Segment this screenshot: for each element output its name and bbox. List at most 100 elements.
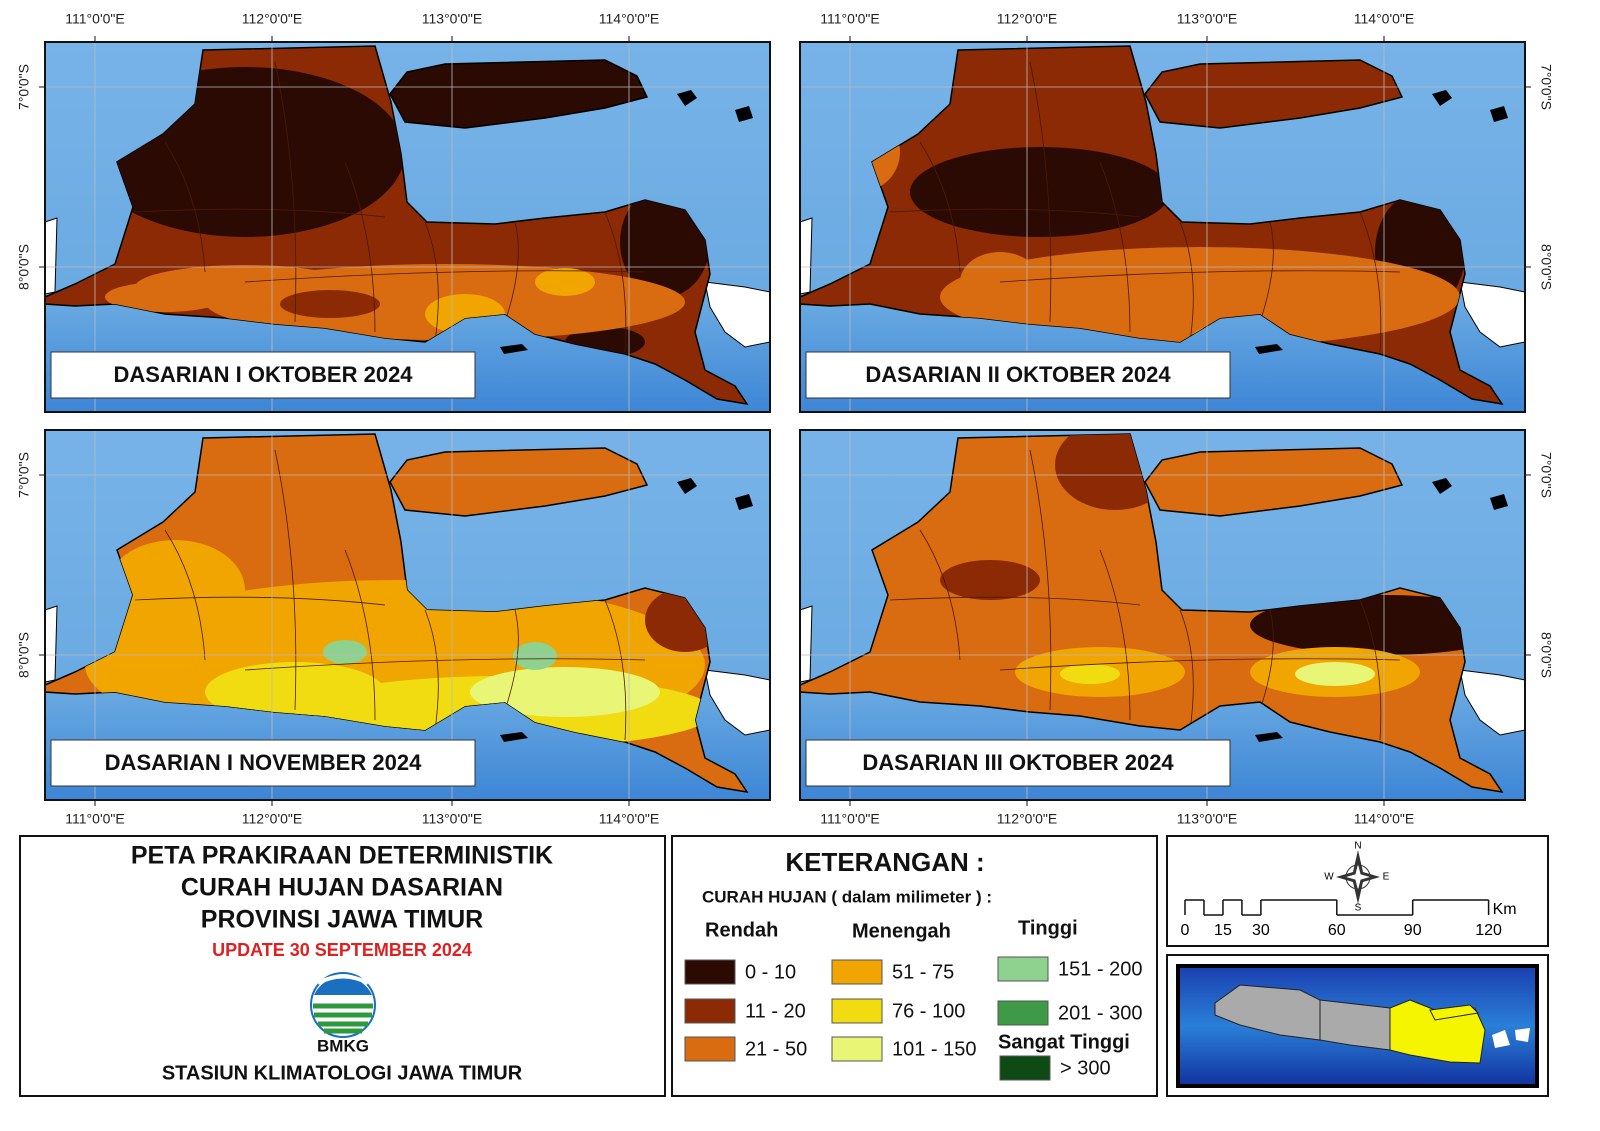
map-panel: DASARIAN III OKTOBER 2024 111°0'0"E 112°0'… (799, 429, 1554, 827)
district-border (1359, 211, 1382, 353)
longitude-label: 114°0'0"E (1354, 11, 1414, 27)
update-date: UPDATE 30 SEPTEMBER 2024 (212, 940, 472, 960)
district-border (274, 61, 297, 323)
latitude-label: 8°0'0"S (1538, 244, 1554, 290)
longitude-label: 114°0'0"E (1354, 811, 1414, 827)
legend-label: 51 - 75 (892, 961, 954, 983)
longitude-label: 112°0'0"E (242, 811, 302, 827)
district-border (1099, 549, 1131, 721)
compass-w: W (1324, 872, 1334, 883)
legend-swatch (997, 1000, 1049, 1026)
district-border (889, 208, 1141, 218)
district-border (134, 208, 386, 218)
panel-title: DASARIAN I NOVEMBER 2024 (105, 750, 422, 775)
scale-label: 30 (1252, 922, 1270, 939)
legend-swatch (999, 1055, 1051, 1081)
madura (1144, 59, 1404, 129)
rain-zone (205, 662, 385, 722)
white-area (799, 605, 813, 683)
legend-swatch (831, 959, 883, 985)
district-border (919, 529, 961, 661)
longitude-label: 111°0'0"E (65, 11, 124, 27)
latitude-label: 7°0'0"S (1538, 452, 1554, 498)
longitude-label: 113°0'0"E (422, 811, 482, 827)
rain-zone (513, 642, 557, 670)
longitude-label: 113°0'0"E (1177, 11, 1237, 27)
scale-label: 0 (1181, 922, 1190, 939)
scale-segments (1184, 899, 1490, 916)
compass-s: S (1355, 903, 1362, 914)
rain-zone (940, 247, 1460, 347)
legend-group: Menengah (852, 920, 951, 942)
bali (1459, 281, 1526, 348)
latitude-label: 8°0'0"S (16, 632, 32, 678)
legend-label: 201 - 300 (1058, 1002, 1143, 1024)
district-border (164, 141, 206, 273)
district-border (1099, 161, 1131, 333)
madura (1144, 447, 1404, 517)
madura (389, 59, 649, 129)
rain-zone (323, 640, 367, 664)
panel-title-box (805, 351, 1231, 399)
map-panel: DASARIAN I NOVEMBER 2024 111°0'0"E 112°0'0… (16, 429, 771, 827)
district-border (919, 141, 961, 273)
panel-title: DASARIAN I OKTOBER 2024 (113, 362, 413, 387)
longitude-label: 114°0'0"E (599, 811, 659, 827)
inset-map (1176, 964, 1539, 1088)
district-border (604, 599, 627, 741)
legend-swatch (684, 1036, 736, 1062)
latitude-label: 7°0'0"S (1538, 64, 1554, 110)
panel-title-box (50, 351, 476, 399)
legend-subtitle: CURAH HUJAN ( dalam milimeter ) : (702, 887, 992, 906)
district-border (604, 211, 627, 353)
panel-title-box (805, 739, 1231, 787)
title-line: PROVINSI JAWA TIMUR (201, 906, 483, 934)
map-panel: DASARIAN II OKTOBER 2024 111°0'0"E 112°0'0… (799, 11, 1554, 413)
legend-label: 11 - 20 (745, 1000, 806, 1022)
scale-label: 15 (1214, 922, 1232, 939)
district-border (344, 549, 376, 721)
legend-group: Tinggi (1018, 917, 1078, 939)
title-line: CURAH HUJAN DASARIAN (181, 874, 503, 902)
district-border (889, 596, 1141, 606)
rain-zone (940, 560, 1040, 600)
rain-zone (620, 187, 710, 297)
panel-title: DASARIAN II OKTOBER 2024 (865, 362, 1171, 387)
district-border (1029, 449, 1052, 711)
district-border (424, 221, 439, 343)
rain-zones (820, 61, 1465, 357)
rain-zones (85, 61, 710, 357)
compass-e: E (1383, 872, 1390, 883)
legend-swatch (831, 998, 883, 1024)
rain-zone (910, 147, 1170, 237)
rain-zone (105, 282, 225, 312)
rain-zone (1295, 662, 1375, 686)
legend-swatch (831, 1036, 883, 1062)
rain-zone (1060, 664, 1120, 684)
legend-swatch (684, 959, 736, 985)
title-line: PETA PRAKIRAAN DETERMINISTIK (131, 842, 553, 870)
legend: Rendah 0 - 10 11 - 20 21 - 50 Menengah 51 - 7… (684, 917, 1143, 1081)
bali (704, 281, 771, 348)
legend-label: 21 - 50 (745, 1038, 807, 1060)
white-area (44, 217, 58, 295)
longitude-label: 111°0'0"E (820, 811, 879, 827)
rain-zone (535, 268, 595, 296)
longitude-label: 111°0'0"E (820, 11, 879, 27)
district-border (1359, 599, 1382, 741)
bmkg-logo (310, 972, 376, 1038)
legend-label: 76 - 100 (892, 1000, 965, 1022)
white-area (44, 605, 58, 683)
panel-frame (44, 429, 771, 801)
district-border (274, 449, 297, 711)
district-border (164, 529, 206, 661)
legend-heading: KETERANGAN : (785, 847, 984, 877)
legend-group: Sangat Tinggi (998, 1031, 1130, 1053)
legend-swatch (997, 956, 1049, 982)
district-border (244, 658, 646, 671)
district-border (1029, 61, 1052, 323)
rain-zone (105, 540, 245, 640)
legend-label: 0 - 10 (745, 961, 796, 983)
district-border (134, 596, 386, 606)
